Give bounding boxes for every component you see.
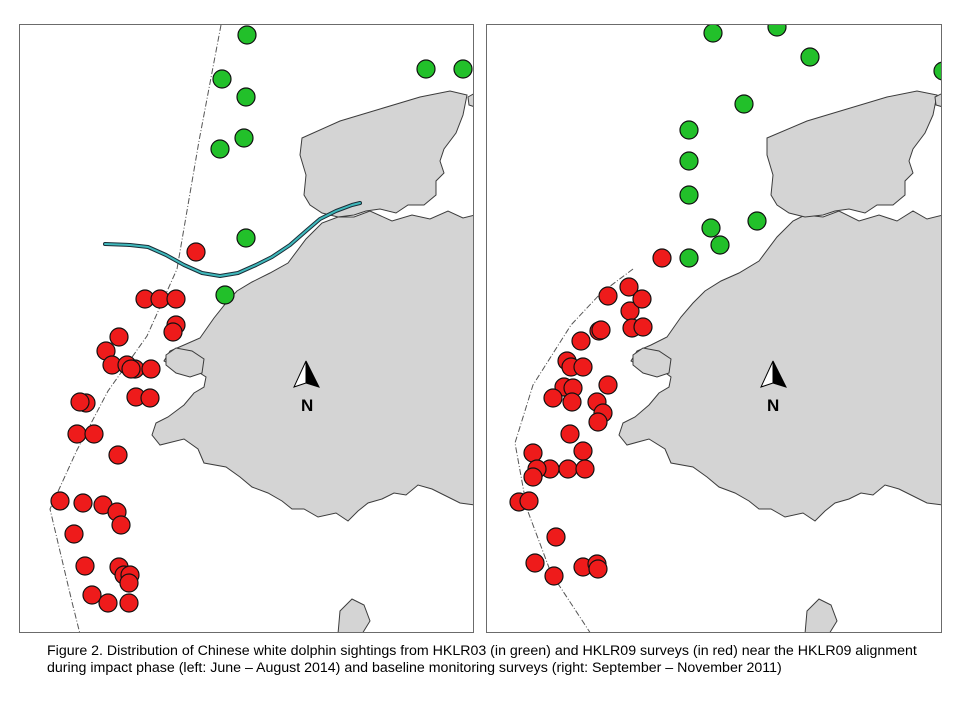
hklr09-sighting-marker [591,320,611,340]
hklr03-sighting-marker [212,69,232,89]
tai-o-headland [165,347,205,378]
hklr03-sighting-marker [416,59,436,79]
hklr09-sighting-marker [632,289,652,309]
hklr09-sighting-marker [98,593,118,613]
hklr09-sighting-marker [519,491,539,511]
survey-area-boundary [49,25,222,632]
hklr03-sighting-marker [800,47,820,67]
hklr09-sighting-marker [560,424,580,444]
hklr09-sighting-marker [573,357,593,377]
hklr09-sighting-marker [562,392,582,412]
airport-island [299,90,468,218]
lantau-island-landmass [151,210,473,522]
hklr03-sighting-marker [210,139,230,159]
hklr03-sighting-marker [767,25,787,37]
hklr09-sighting-marker [119,573,139,593]
baseline-map: N [486,24,942,633]
north-label: N [767,396,780,415]
hklr09-sighting-marker [119,593,139,613]
hklr09-sighting-marker [186,242,206,262]
hklr09-sighting-marker [84,424,104,444]
survey-area-boundary [514,268,634,632]
hklr03-sighting-marker [747,211,767,231]
hklr03-sighting-marker [679,120,699,140]
hklr09-sighting-marker [140,388,160,408]
hklr03-sighting-marker [234,128,254,148]
hklr09-sighting-marker [111,515,131,535]
hklr09-sighting-marker [652,248,672,268]
hklr03-sighting-marker [701,218,721,238]
hklr09-sighting-marker [633,317,653,337]
lantau-island-landmass [618,210,941,522]
hklr03-sighting-marker [933,61,941,81]
small-island-south [337,598,371,632]
hklr09-alignment-fill [104,202,361,277]
small-island-south [804,598,838,632]
hklr03-sighting-marker [679,185,699,205]
hklr09-sighting-marker [558,459,578,479]
impact-phase-map: N [19,24,474,633]
map-canvas-left [49,25,473,632]
hklr09-sighting-marker [75,556,95,576]
hklr03-sighting-marker [734,94,754,114]
hklr09-sighting-marker [546,527,566,547]
hklr09-sighting-marker [598,286,618,306]
small-island-north [467,93,473,107]
sighting-markers-left [50,25,473,613]
hklr09-sighting-marker [141,359,161,379]
hklr03-sighting-marker [679,248,699,268]
tai-o-headland [632,347,672,378]
hklr09-sighting-marker [64,524,84,544]
hklr09-sighting-marker [588,559,608,579]
hklr09-sighting-marker [544,566,564,586]
hklr03-sighting-marker [710,235,730,255]
hklr09-sighting-marker [543,388,563,408]
hklr09-sighting-marker [109,327,129,347]
hklr09-sighting-marker [571,331,591,351]
hklr09-sighting-marker [150,289,170,309]
hklr03-sighting-marker [215,285,235,305]
hklr09-sighting-marker [588,412,608,432]
hklr03-sighting-marker [453,59,473,79]
hklr03-sighting-marker [237,25,257,45]
hklr03-sighting-marker [236,87,256,107]
north-arrow-icon [760,360,787,388]
north-arrow-icon [293,360,320,388]
hklr03-sighting-marker [679,151,699,171]
hklr09-sighting-marker [108,445,128,465]
hklr09-sighting-marker [575,459,595,479]
hklr09-sighting-marker [82,585,102,605]
hklr09-sighting-marker [619,277,639,297]
hklr09-sighting-marker [573,441,593,461]
hklr09-sighting-marker [50,491,70,511]
hklr09-sighting-marker [523,443,543,463]
hklr03-sighting-marker [236,228,256,248]
hklr09-sighting-marker [166,289,186,309]
hklr09-sighting-marker [598,375,618,395]
hklr09-sighting-marker [67,424,87,444]
sighting-markers-right [509,25,941,586]
figure-caption: Figure 2. Distribution of Chinese white … [47,643,917,676]
hklr03-sighting-marker [703,25,723,43]
airport-island [766,90,938,218]
small-island-north [934,93,941,107]
north-label: N [301,396,314,415]
hklr09-sighting-marker [523,467,543,487]
hklr09-sighting-marker [121,359,141,379]
hklr09-sighting-marker [525,553,545,573]
hklr09-sighting-marker [70,392,90,412]
hklr09-sighting-marker [163,322,183,342]
hklr09-sighting-marker [73,493,93,513]
map-canvas-right [509,25,941,632]
